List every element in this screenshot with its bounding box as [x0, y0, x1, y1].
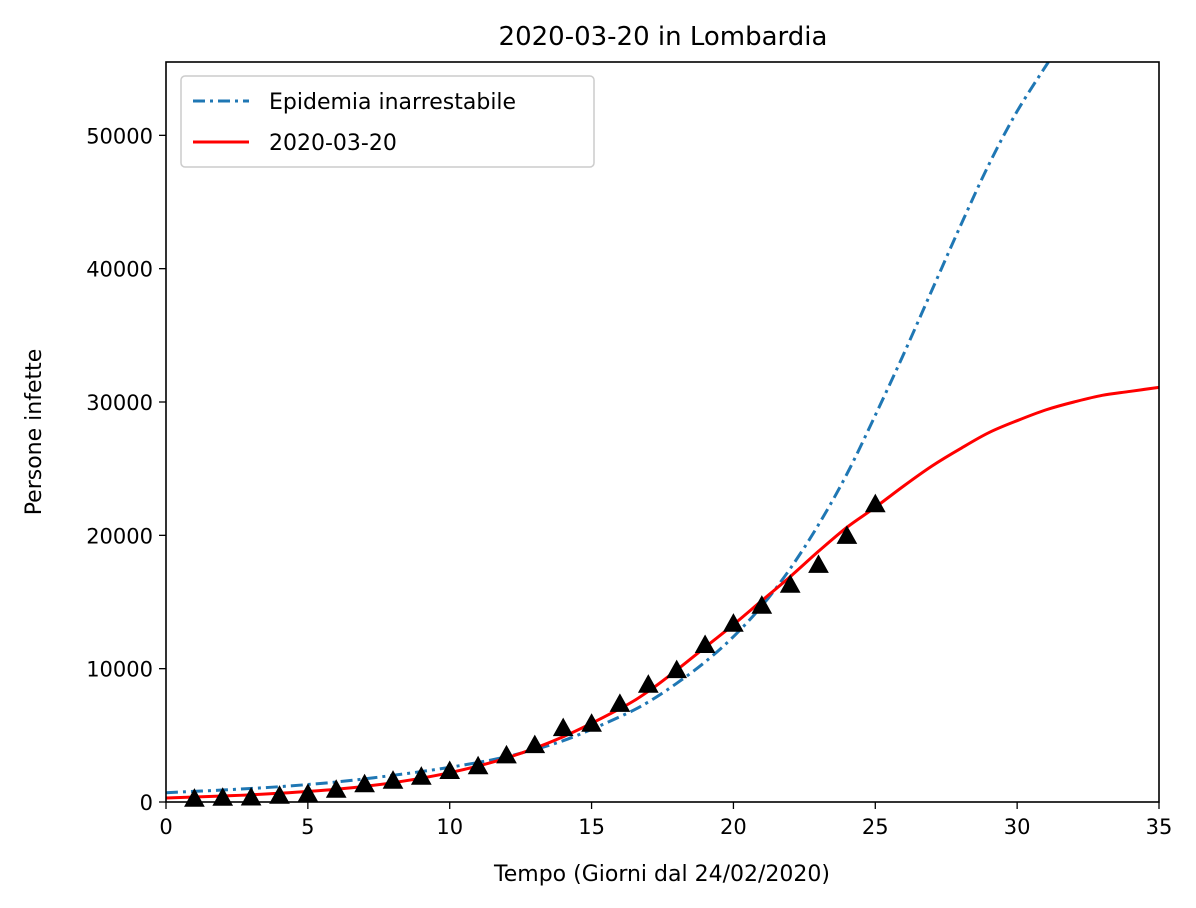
y-tick-label: 40000 [86, 258, 153, 282]
legend-label-2020-03-20: 2020-03-20 [269, 131, 397, 156]
observation-point [269, 785, 290, 804]
observation-point [410, 766, 432, 785]
x-tick-label: 35 [1146, 815, 1173, 839]
axis-ticks: 0 5 10 15 20 25 30 35 0 10000 20000 30000 40000 50000 [86, 124, 1172, 839]
observation-point [836, 525, 858, 544]
observation-point [808, 554, 829, 573]
y-axis-label: Persone infette [22, 349, 47, 516]
observation-point [609, 693, 631, 712]
observation-point [524, 734, 546, 754]
y-tick-label: 10000 [86, 658, 153, 682]
y-tick-label: 0 [140, 791, 153, 815]
chart-title: 2020-03-20 in Lombardia [499, 22, 828, 52]
observation-point [325, 779, 347, 798]
legend-box [180, 75, 595, 168]
observation-point [496, 744, 517, 764]
x-tick-label: 5 [301, 815, 314, 839]
observation-point [723, 613, 744, 632]
observation-point [212, 787, 234, 806]
x-tick-label: 10 [436, 815, 463, 839]
observation-point [439, 760, 461, 779]
y-tick-label: 50000 [86, 124, 153, 148]
y-tick-label: 30000 [86, 391, 153, 415]
x-axis-label: Tempo (Giorni dal 24/02/2020) [493, 862, 830, 887]
x-tick-label: 25 [862, 815, 889, 839]
observation-markers [184, 493, 886, 807]
observation-point [354, 773, 375, 793]
x-tick-label: 15 [578, 815, 605, 839]
observation-point [581, 713, 602, 732]
y-tick-label: 20000 [86, 524, 153, 548]
observation-point [467, 755, 489, 775]
observation-point [382, 770, 404, 789]
observation-point [694, 634, 716, 653]
observation-point [666, 659, 688, 679]
observation-point [779, 574, 801, 593]
x-tick-label: 0 [159, 815, 172, 839]
x-tick-label: 30 [1004, 815, 1031, 839]
observation-point [751, 595, 773, 614]
observation-point [552, 717, 574, 737]
legend: Epidemia inarrestabile 2020-03-20 [180, 75, 595, 168]
plot-frame [165, 61, 1160, 803]
x-tick-label: 20 [720, 815, 747, 839]
observation-point [240, 786, 262, 806]
legend-label-epidemia-inarrestabile: Epidemia inarrestabile [269, 90, 516, 115]
observation-point [864, 493, 886, 513]
observation-point [637, 674, 659, 693]
